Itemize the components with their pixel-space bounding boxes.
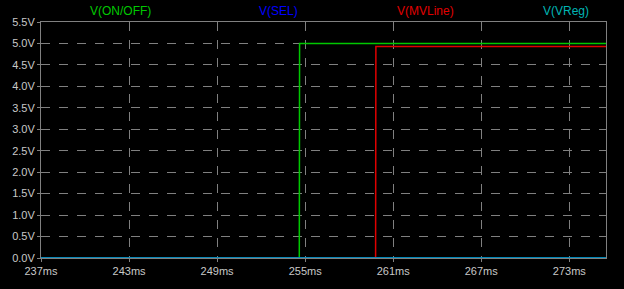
svg-text:243ms: 243ms xyxy=(113,265,147,277)
svg-text:5.0V: 5.0V xyxy=(12,37,35,49)
svg-text:267ms: 267ms xyxy=(465,265,499,277)
svg-text:V(ON/OFF): V(ON/OFF) xyxy=(90,4,151,18)
svg-text:0.0V: 0.0V xyxy=(12,252,35,264)
svg-text:0.5V: 0.5V xyxy=(12,230,35,242)
svg-text:255ms: 255ms xyxy=(289,265,323,277)
svg-text:4.0V: 4.0V xyxy=(12,80,35,92)
svg-text:273ms: 273ms xyxy=(553,265,587,277)
svg-text:3.0V: 3.0V xyxy=(12,123,35,135)
svg-text:261ms: 261ms xyxy=(377,265,411,277)
svg-text:249ms: 249ms xyxy=(201,265,235,277)
svg-text:2.0V: 2.0V xyxy=(12,166,35,178)
svg-text:1.0V: 1.0V xyxy=(12,209,35,221)
svg-text:237ms: 237ms xyxy=(24,265,58,277)
svg-text:1.5V: 1.5V xyxy=(12,187,35,199)
svg-text:V(SEL): V(SEL) xyxy=(259,4,298,18)
svg-text:3.5V: 3.5V xyxy=(12,102,35,114)
svg-text:4.5V: 4.5V xyxy=(12,59,35,71)
svg-text:5.5V: 5.5V xyxy=(12,16,35,28)
svg-text:2.5V: 2.5V xyxy=(12,145,35,157)
svg-text:V(MVLine): V(MVLine) xyxy=(397,4,454,18)
svg-text:V(VReg): V(VReg) xyxy=(543,4,589,18)
